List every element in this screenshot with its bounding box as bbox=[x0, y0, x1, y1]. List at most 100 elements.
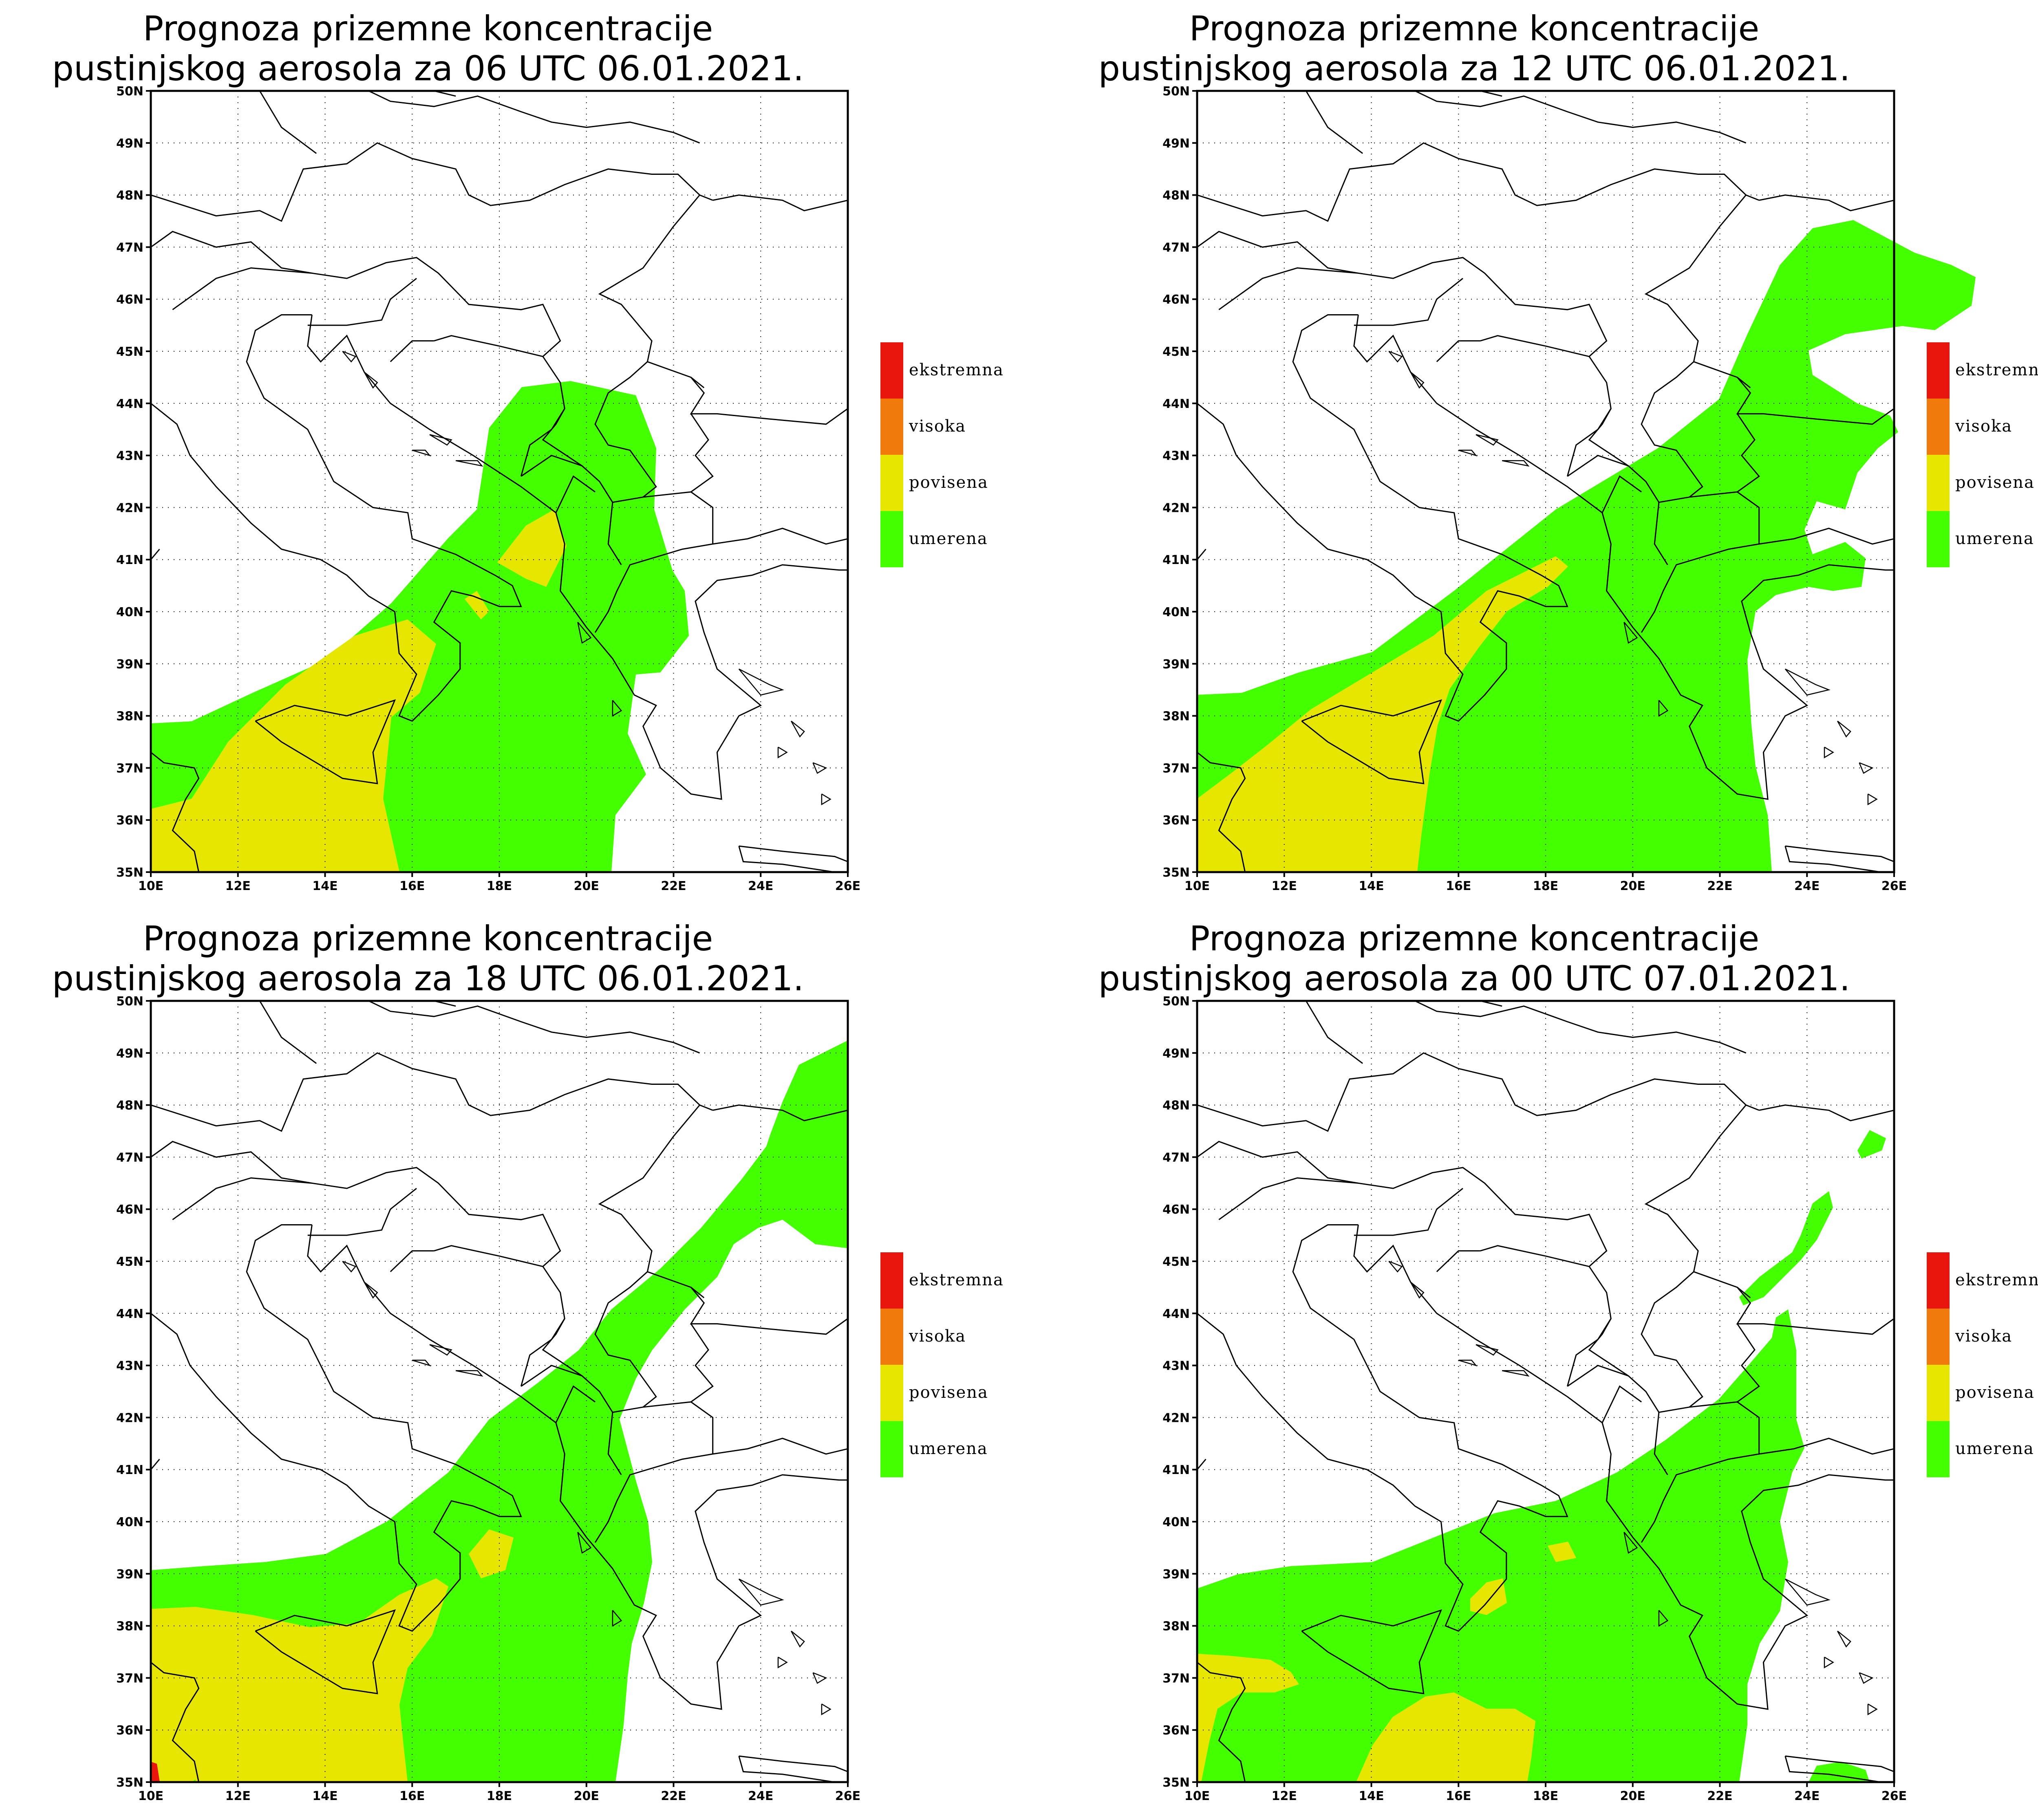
coastline bbox=[255, 1609, 396, 1694]
forecast-panel-00utc: Prognoza prizemne koncentracije pustinjs… bbox=[1046, 910, 2038, 1820]
coastlines-borders bbox=[1196, 1000, 1895, 1783]
lat-label: 47N bbox=[1162, 240, 1190, 255]
country-border bbox=[1759, 1104, 1895, 1122]
legend: ekstremna visoka povisena umerena bbox=[880, 342, 1003, 567]
coastline bbox=[1197, 314, 1568, 722]
country-border bbox=[1567, 454, 1629, 477]
lat-label: 44N bbox=[116, 397, 143, 411]
panel-title-line2: pustinjskog aerosola za 00 UTC 07.01.202… bbox=[1098, 958, 1851, 998]
island-outline bbox=[364, 372, 378, 389]
island-outline bbox=[429, 434, 452, 446]
lat-label: 50N bbox=[1162, 994, 1190, 1009]
umerena-region bbox=[1739, 1191, 1833, 1305]
lat-label: 48N bbox=[1162, 189, 1190, 203]
lat-label: 42N bbox=[1162, 501, 1190, 515]
country-border bbox=[1737, 1287, 1751, 1298]
lon-label: 18E bbox=[487, 1789, 512, 1803]
legend-label: umerena bbox=[1955, 1439, 2034, 1458]
panel-title-line1: Prognoza prizemne koncentracije bbox=[143, 919, 713, 958]
country-border bbox=[434, 1245, 543, 1267]
island-outline bbox=[1623, 1531, 1638, 1554]
legend-swatch bbox=[1927, 399, 1950, 455]
lon-label: 26E bbox=[1881, 1789, 1907, 1803]
country-border bbox=[1414, 90, 1747, 144]
coastline bbox=[1353, 1225, 1894, 1710]
island-outline bbox=[1784, 1578, 1831, 1606]
coastlines-borders bbox=[150, 90, 848, 873]
lon-label: 24E bbox=[748, 879, 773, 893]
forecast-panel-18utc: Prognoza prizemne koncentracije pustinjs… bbox=[0, 910, 1046, 1820]
lat-label: 45N bbox=[116, 1255, 143, 1269]
lat-label: 36N bbox=[116, 813, 143, 828]
aerosol-fields bbox=[1197, 1130, 1886, 1782]
lat-label: 46N bbox=[1162, 293, 1190, 307]
lon-label: 20E bbox=[1620, 1789, 1645, 1803]
country-border bbox=[368, 90, 700, 144]
island-outline bbox=[738, 1578, 784, 1606]
island-outline bbox=[1502, 460, 1530, 467]
country-border bbox=[1197, 142, 1760, 222]
aerosol-fields bbox=[151, 381, 689, 872]
lat-label: 40N bbox=[116, 1515, 143, 1529]
country-border bbox=[1759, 527, 1895, 545]
island-outline bbox=[1458, 1359, 1478, 1366]
lat-label: 38N bbox=[116, 1619, 143, 1634]
lat-label: 47N bbox=[116, 1150, 143, 1165]
legend-swatch bbox=[880, 342, 903, 399]
country-border bbox=[1218, 267, 1359, 311]
lat-label: 39N bbox=[1162, 657, 1190, 672]
lat-label: 35N bbox=[116, 866, 143, 880]
legend: ekstremna visoka povisena umerena bbox=[880, 1252, 1003, 1477]
lon-label: 26E bbox=[835, 879, 860, 893]
country-border bbox=[1654, 502, 1668, 565]
island-outline bbox=[791, 1631, 805, 1648]
coastline bbox=[150, 549, 160, 560]
latitude-labels: 50N 49N 48N 47N 46N 45N 44N 43N 42N 41N 40N 39N 38N 3… bbox=[1162, 994, 1197, 1790]
island-outline bbox=[812, 1672, 827, 1684]
country-border bbox=[1641, 1271, 1703, 1408]
country-border bbox=[607, 1412, 622, 1475]
legend-swatch bbox=[880, 399, 903, 455]
panel-title-line2: pustinjskog aerosola za 12 UTC 06.01.202… bbox=[1098, 48, 1851, 88]
country-border bbox=[390, 1250, 434, 1272]
forecast-panel-12utc: Prognoza prizemne koncentracije pustinjs… bbox=[1046, 0, 2038, 910]
coastline bbox=[1196, 1459, 1206, 1470]
island-outline bbox=[1476, 434, 1499, 446]
lon-label: 18E bbox=[1533, 1789, 1558, 1803]
island-outline bbox=[1476, 1344, 1499, 1356]
lon-label: 16E bbox=[1446, 879, 1471, 893]
lon-label: 10E bbox=[1184, 1789, 1210, 1803]
gridlines bbox=[151, 1001, 848, 1782]
island-outline bbox=[1502, 1370, 1530, 1377]
panel-title-line2: pustinjskog aerosola za 18 UTC 06.01.202… bbox=[52, 958, 804, 998]
legend-swatch bbox=[880, 455, 903, 511]
country-border bbox=[690, 377, 705, 388]
gridlines bbox=[151, 91, 848, 872]
legend-swatch bbox=[1927, 1309, 1950, 1365]
island-outline bbox=[777, 747, 788, 758]
coastlines-borders bbox=[150, 1000, 848, 1783]
legend-swatch bbox=[1927, 1365, 1950, 1421]
legend-swatch bbox=[880, 1309, 903, 1365]
ekstremna-region bbox=[151, 1762, 160, 1782]
lon-label: 20E bbox=[1620, 879, 1645, 893]
country-border bbox=[390, 340, 434, 362]
legend-label: ekstremna bbox=[1955, 1271, 2038, 1289]
country-border bbox=[1601, 475, 1642, 513]
country-border bbox=[712, 1104, 848, 1122]
lat-label: 41N bbox=[1162, 553, 1190, 567]
povisena-region bbox=[1356, 1692, 1535, 1782]
legend-swatch bbox=[1927, 342, 1950, 399]
longitude-labels: 10E 12E 14E 16E 18E 20E 22E 24E 26E bbox=[138, 872, 860, 893]
lon-label: 18E bbox=[1533, 879, 1558, 893]
country-border bbox=[690, 413, 714, 493]
country-border bbox=[598, 1104, 848, 1335]
latitude-labels: 50N 49N 48N 47N 46N 45N 44N 43N 42N 41N 40N 39N 38N 3… bbox=[1162, 84, 1197, 880]
legend-label: povisena bbox=[909, 473, 988, 492]
coastline bbox=[1197, 1661, 1246, 1783]
legend-label: visoka bbox=[909, 1327, 966, 1346]
umerena-region bbox=[1809, 1762, 1870, 1782]
lat-label: 47N bbox=[116, 240, 143, 255]
lat-label: 38N bbox=[116, 709, 143, 724]
country-border bbox=[521, 1364, 582, 1387]
